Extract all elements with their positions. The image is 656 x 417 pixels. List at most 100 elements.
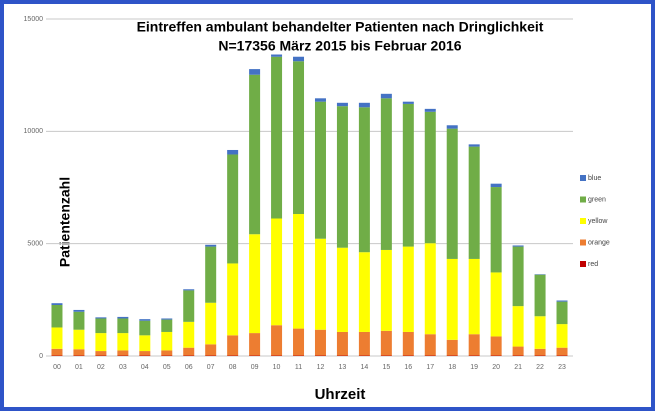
bar-segment	[381, 94, 392, 98]
legend-swatch	[580, 240, 586, 246]
chart-subtitle: N=17356 März 2015 bis Februar 2016	[218, 38, 461, 54]
y-tick-label: 0	[39, 353, 43, 360]
bar-segment	[51, 349, 62, 356]
bar-segment	[557, 348, 568, 356]
x-tick-label: 17	[426, 364, 434, 371]
bar-segment	[557, 301, 568, 302]
x-axis-label: Uhrzeit	[315, 386, 366, 403]
bar-segment	[161, 320, 172, 332]
x-tick-label: 03	[119, 364, 127, 371]
bar-segment	[513, 347, 524, 356]
bar-segment	[227, 154, 238, 263]
bar-segment	[447, 129, 458, 259]
bar-segment	[359, 252, 370, 332]
bar-segment	[95, 318, 106, 333]
x-tick-label: 19	[470, 364, 478, 371]
bar-segment	[73, 330, 84, 350]
x-tick-label: 01	[75, 364, 83, 371]
bar-segment	[513, 245, 524, 246]
x-tick-label: 05	[163, 364, 171, 371]
bar-segment	[315, 239, 326, 330]
bar-segment	[117, 318, 128, 333]
legend-swatch	[580, 175, 586, 181]
bar-segment	[51, 327, 62, 348]
bar-segment	[205, 303, 216, 345]
bar-segment	[249, 234, 260, 333]
x-tick-label: 20	[492, 364, 500, 371]
bar-segment	[205, 344, 216, 355]
bar-segment	[359, 103, 370, 107]
bar-segment	[271, 54, 282, 56]
legend-swatch	[580, 197, 586, 203]
bar-segment	[271, 57, 282, 219]
bar-segment	[227, 263, 238, 335]
x-tick-label: 21	[514, 364, 522, 371]
bar-segment	[535, 275, 546, 317]
bar-segment	[337, 248, 348, 332]
legend-label: yellow	[588, 218, 608, 225]
bar-segment	[249, 69, 260, 75]
bar-segment	[469, 334, 480, 355]
legend-label: orange	[588, 239, 610, 246]
bar-segment	[469, 259, 480, 334]
legend-swatch	[580, 261, 586, 267]
bar-segment	[117, 317, 128, 319]
bar-segment	[381, 250, 392, 331]
x-tick-label: 18	[448, 364, 456, 371]
bar-segment	[403, 104, 414, 247]
bar-segment	[249, 75, 260, 235]
bar-segment	[117, 350, 128, 355]
bar-segment	[447, 340, 458, 356]
x-tick-label: 16	[404, 364, 412, 371]
x-tick-label: 12	[317, 364, 325, 371]
x-tick-label: 08	[229, 364, 237, 371]
y-tick-label: 5000	[27, 241, 43, 248]
legend-label: blue	[588, 175, 601, 182]
bar-segment	[117, 333, 128, 350]
x-tick-label: 15	[382, 364, 390, 371]
bar-segment	[205, 245, 216, 247]
bar-segment	[513, 306, 524, 346]
x-tick-label: 14	[360, 364, 368, 371]
bar-segment	[403, 332, 414, 356]
bar-segment	[73, 349, 84, 355]
bar-segment	[337, 103, 348, 106]
chart-title: Eintreffen ambulant behandelter Patiente…	[137, 19, 544, 35]
x-tick-label: 10	[273, 364, 281, 371]
bar-segment	[227, 335, 238, 355]
bar-segment	[403, 247, 414, 332]
x-tick-label: 09	[251, 364, 259, 371]
bar-segment	[491, 272, 502, 336]
bar-segment	[51, 305, 62, 327]
bar-segment	[425, 112, 436, 243]
bar-segment	[425, 243, 436, 334]
bar-segment	[403, 102, 414, 104]
bar-segment	[315, 98, 326, 101]
bar-segment	[95, 333, 106, 351]
bar-segment	[205, 247, 216, 303]
bar-segment	[359, 107, 370, 252]
bar-segment	[227, 150, 238, 154]
bar-segment	[183, 348, 194, 356]
x-tick-label: 06	[185, 364, 193, 371]
bar-segment	[337, 106, 348, 248]
bar-segment	[139, 321, 150, 336]
x-tick-label: 22	[536, 364, 544, 371]
bar-segment	[73, 310, 84, 312]
bar-segment	[139, 335, 150, 351]
bar-segment	[359, 332, 370, 356]
bar-segment	[293, 57, 304, 61]
legend-swatch	[580, 218, 586, 224]
bar-segment	[557, 324, 568, 348]
bar-segment	[73, 312, 84, 330]
bar-segment	[337, 332, 348, 356]
bar-segment	[183, 289, 194, 290]
bar-segment	[425, 334, 436, 355]
x-tick-label: 07	[207, 364, 215, 371]
bar-segment	[535, 316, 546, 349]
bar-segment	[183, 322, 194, 348]
bar-segment	[271, 325, 282, 355]
bar-segment	[447, 125, 458, 128]
bar-segment	[183, 290, 194, 321]
